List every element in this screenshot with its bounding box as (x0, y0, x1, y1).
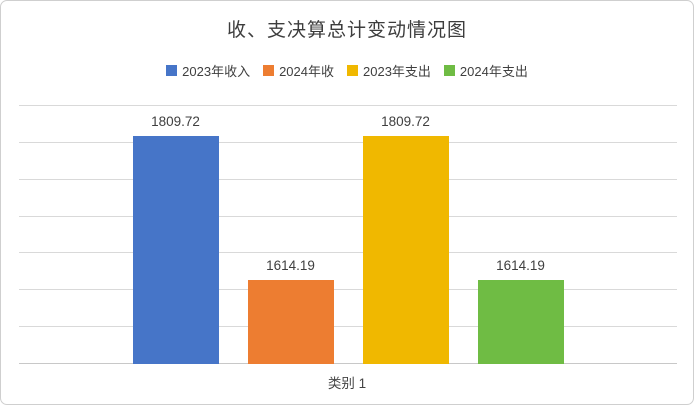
legend-label: 2023年收入 (182, 64, 251, 79)
gridline (19, 178, 677, 180)
gridline (19, 215, 677, 217)
legend-item: 2023年支出 (347, 61, 431, 80)
legend-swatch-icon (347, 65, 358, 76)
legend-swatch-icon (166, 65, 178, 76)
gridline (19, 326, 677, 328)
gridline (19, 105, 677, 106)
legend-item: 2023年收入 (166, 61, 250, 80)
legend: 2023年收入 2024年收 2023年支出 2024年支出 (1, 61, 693, 80)
x-axis-line (19, 363, 677, 364)
data-label: 1809.72 (381, 113, 430, 129)
legend-label: 2024年支出 (459, 64, 528, 79)
legend-item: 2024年支出 (443, 61, 528, 80)
gridline (19, 141, 677, 143)
legend-swatch-icon (263, 65, 275, 76)
x-axis-category-label: 类别 1 (327, 376, 367, 391)
chart-title: 收、支决算总计变动情况图 (226, 20, 467, 41)
legend-label: 2024年收 (279, 64, 334, 79)
data-label: 1614.19 (266, 257, 315, 273)
bar-series-2 (247, 279, 334, 364)
data-label: 1809.72 (151, 113, 200, 129)
legend-item: 2024年收 (263, 61, 334, 80)
bar-series-1 (132, 135, 219, 364)
plot-area: 1809.72 1614.19 1809.72 1614.19 (19, 105, 677, 364)
gridline (19, 289, 677, 291)
bar-series-4 (477, 279, 564, 364)
bar-series-3 (362, 135, 449, 364)
gridline (19, 252, 677, 254)
legend-label: 2023年支出 (363, 64, 431, 79)
legend-swatch-icon (443, 65, 455, 76)
data-label: 1614.19 (496, 257, 545, 273)
